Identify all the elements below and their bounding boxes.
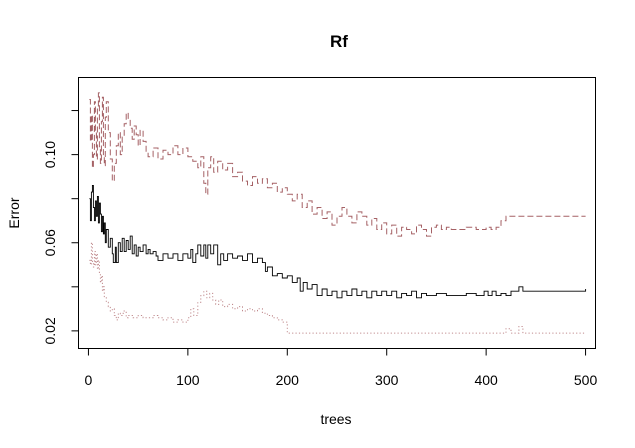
x-tick-label: 300 [375,372,399,388]
series-line-3 [89,242,586,334]
y-tick-label: 0.06 [42,229,58,256]
y-axis-label: Error [6,197,22,228]
y-axis: 0.02 0.06 0.10 [42,110,79,345]
series-layer [89,92,587,334]
y-tick-label: 0.10 [42,141,58,168]
chart-title: Rf [330,32,348,51]
series-line-2 [89,92,586,237]
x-tick-label: 100 [176,372,200,388]
x-axis-label: trees [320,411,351,427]
series-line-1 [89,185,587,299]
x-tick-label: 0 [85,372,93,388]
x-tick-label: 500 [574,372,598,388]
x-axis: 0 100 200 300 400 500 [85,348,598,388]
plot-frame [78,77,596,349]
x-tick-label: 400 [474,372,498,388]
x-tick-label: 200 [276,372,300,388]
y-tick-label: 0.02 [42,317,58,344]
